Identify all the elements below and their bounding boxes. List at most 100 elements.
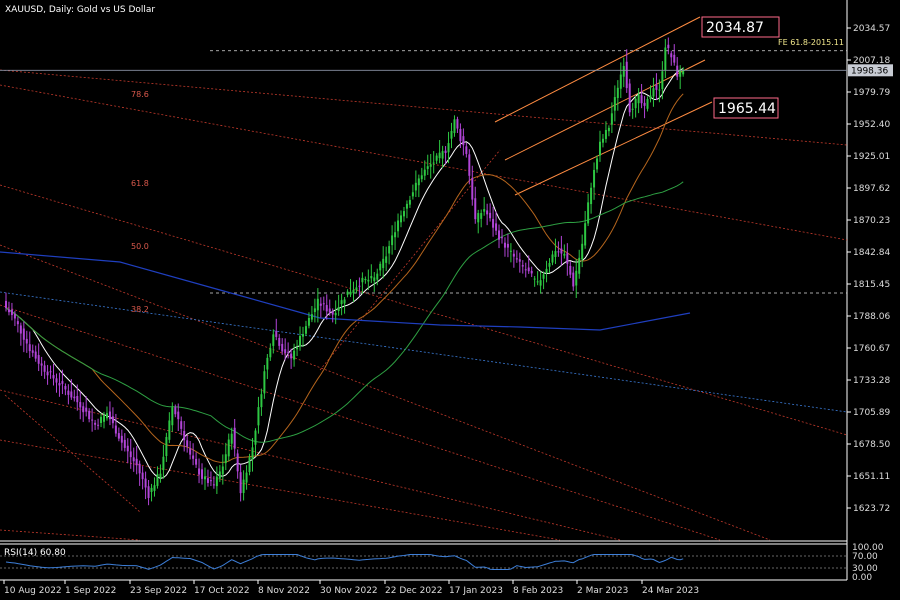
candle	[198, 458, 201, 484]
candle-body	[521, 265, 524, 267]
candle	[557, 241, 560, 257]
candle-body	[275, 331, 278, 337]
candle	[117, 427, 120, 442]
candle	[518, 252, 521, 273]
candle-body	[468, 154, 471, 176]
candle	[376, 268, 379, 286]
price-axis: 2034.57 2007.18 1979.79 1952.40 1925.01 1897.…	[0, 24, 893, 514]
candle	[524, 262, 527, 278]
time-tick-label: 22 Dec 2022	[385, 586, 443, 596]
high-label: 2034.87	[706, 20, 764, 36]
candle-body	[673, 54, 676, 63]
candle	[284, 338, 287, 361]
candle-body	[159, 473, 162, 478]
candle	[438, 139, 441, 164]
candle	[245, 465, 248, 490]
chart-title: XAUUSD, Daily: Gold vs US Dollar	[5, 5, 155, 15]
candle	[563, 244, 566, 259]
candle-body	[198, 468, 201, 475]
candle	[100, 413, 103, 428]
candle	[287, 342, 290, 359]
candle	[432, 151, 435, 174]
candle-body	[426, 166, 429, 169]
candle-body	[94, 422, 97, 425]
candle	[141, 466, 144, 490]
candle	[218, 465, 221, 482]
candle	[91, 408, 94, 432]
candle	[150, 483, 153, 502]
candle	[343, 297, 346, 314]
candle-body	[536, 281, 539, 283]
candle-body	[144, 478, 147, 488]
candle	[331, 308, 334, 323]
candle	[596, 155, 599, 173]
candle	[489, 203, 492, 222]
candle-body	[58, 383, 61, 386]
candle	[337, 294, 340, 316]
candle-body	[37, 355, 40, 364]
candle	[272, 329, 275, 354]
candle-body	[221, 466, 224, 475]
candle-body	[388, 246, 391, 254]
candle-body	[287, 351, 290, 353]
candle-body	[486, 210, 489, 215]
candle-body	[13, 314, 16, 319]
low-label: 1965.44	[718, 101, 776, 117]
candle-body	[661, 71, 664, 90]
fib-label-38: 38.2	[131, 305, 149, 314]
candle-body	[64, 386, 67, 390]
candle	[153, 477, 156, 497]
candle-body	[111, 416, 114, 424]
low-label-box	[713, 97, 779, 119]
time-tick-label: 10 Aug 2022	[4, 586, 62, 596]
candle-body	[340, 300, 343, 305]
candle-body	[376, 273, 379, 280]
candle	[293, 343, 296, 367]
candle-body	[7, 309, 10, 313]
candle	[468, 149, 471, 185]
candle-body	[61, 381, 64, 384]
candle	[55, 373, 58, 393]
candle-body	[284, 349, 287, 354]
candle-body	[655, 84, 658, 90]
candle-body	[215, 476, 218, 487]
candle-body	[239, 472, 242, 494]
candle-body	[527, 267, 530, 272]
time-tick-label: 2 Mar 2023	[577, 586, 628, 596]
candle	[159, 464, 162, 483]
candle	[581, 234, 584, 268]
candle	[236, 449, 239, 479]
candle	[441, 145, 444, 168]
candle	[628, 78, 631, 117]
candle-body	[281, 343, 284, 352]
candle	[379, 261, 382, 277]
candle-body	[189, 448, 192, 455]
candle-body	[483, 209, 486, 212]
candle-body	[254, 430, 257, 445]
candle	[584, 210, 587, 249]
candle-body	[49, 371, 52, 373]
high-label-box	[701, 16, 780, 38]
candle-body	[278, 337, 281, 346]
candle-body	[405, 203, 408, 209]
candle-body	[432, 162, 435, 164]
candle	[58, 372, 61, 397]
candle	[417, 174, 420, 198]
candle-body	[120, 435, 123, 443]
candle-body	[569, 265, 572, 275]
candle-body	[269, 348, 272, 358]
candle	[483, 197, 486, 216]
candle	[480, 209, 483, 228]
candle-body	[88, 410, 91, 420]
candle	[355, 280, 358, 294]
candle-body	[682, 70, 685, 75]
candle-body	[533, 278, 536, 280]
candle-body	[492, 218, 495, 228]
candle	[230, 427, 233, 450]
candle-body	[414, 182, 417, 191]
candle	[622, 57, 625, 88]
candle-body	[512, 253, 515, 257]
candle	[459, 123, 462, 149]
